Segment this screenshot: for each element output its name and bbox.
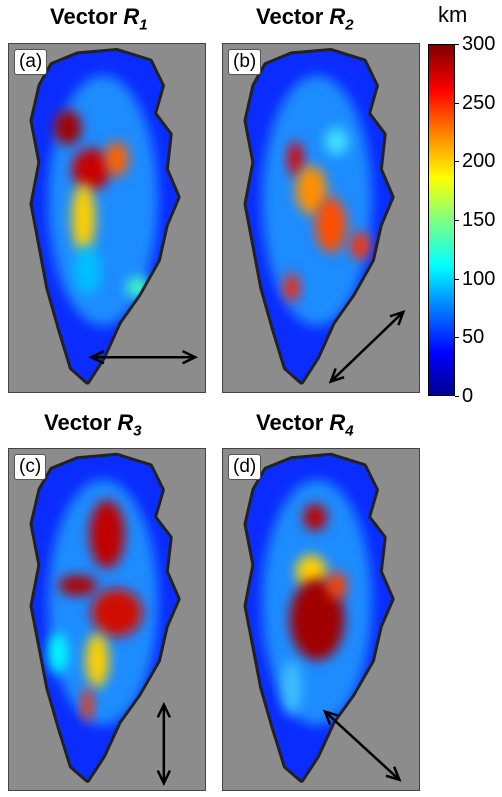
- panel-d-title-sub: 4: [345, 422, 354, 440]
- heat-field: [48, 75, 158, 326]
- panel-a-title-prefix: Vector: [50, 4, 124, 29]
- panel-a-title-sub: 1: [139, 16, 148, 34]
- colorbar-unit: km: [438, 2, 468, 27]
- direction-arrow: [156, 701, 172, 787]
- heat-field: [262, 479, 372, 726]
- colorbar-tick-label: 50: [462, 326, 485, 349]
- heat-blob: [48, 633, 68, 675]
- panel-a-title: Vector R1: [50, 4, 148, 33]
- map-panel-d: (d): [222, 448, 420, 791]
- panel-d-title-var: R: [329, 410, 346, 435]
- arrow-shaft: [329, 311, 405, 383]
- heat-blob: [350, 231, 370, 260]
- panel-c-title-prefix: Vector: [44, 410, 118, 435]
- panel-b-title-prefix: Vector: [256, 4, 330, 29]
- heat-blob: [303, 503, 327, 531]
- heat-blob: [54, 110, 82, 145]
- heat-blob: [105, 141, 129, 177]
- heat-field: [48, 479, 158, 726]
- arrow-head: [328, 368, 345, 384]
- panel-a-title-var: R: [123, 4, 140, 29]
- panel-c-title-sub: 3: [133, 422, 142, 440]
- panel-c-title: Vector R3: [44, 410, 142, 439]
- heat-blob: [281, 660, 302, 715]
- direction-arrow: [88, 349, 199, 365]
- heat-blob: [71, 183, 96, 253]
- heat-blob: [73, 245, 102, 295]
- arrow-head: [385, 766, 402, 782]
- panel-c-label: (c): [14, 454, 47, 480]
- heat-blob: [324, 127, 349, 156]
- colorbar-tick-label: 200: [462, 150, 496, 173]
- panel-b-title: Vector R2: [256, 4, 354, 33]
- arrow-head: [182, 349, 199, 365]
- heat-blob: [283, 273, 300, 302]
- heat-blob: [71, 148, 111, 191]
- arrow-shaft: [324, 710, 401, 781]
- arrow-head: [88, 349, 105, 365]
- colorbar-tickmark: [455, 278, 459, 280]
- colorbar-tickmark: [455, 102, 459, 104]
- panel-d-label: (d): [228, 454, 262, 480]
- heat-blob: [326, 571, 347, 600]
- colorbar: [428, 44, 455, 396]
- arrow-head: [156, 770, 172, 787]
- heat-blob: [295, 165, 327, 215]
- arrow-head: [322, 709, 339, 726]
- colorbar-tickmark: [455, 396, 459, 397]
- panel-c-title-var: R: [117, 410, 134, 435]
- colorbar-tickmark: [455, 161, 459, 163]
- map-panel-b: (b): [222, 43, 420, 393]
- heat-blob: [287, 141, 304, 177]
- map-panel-a-svg: [29, 48, 199, 385]
- panel-b-label: (b): [228, 49, 262, 75]
- heat-blob: [85, 633, 109, 688]
- arrow-head: [156, 701, 172, 718]
- direction-arrow: [322, 709, 402, 782]
- heat-field: [262, 75, 372, 326]
- map-panel-b-svg: [243, 48, 406, 385]
- map-panel-d-svg: [243, 452, 402, 783]
- colorbar-tickmark: [455, 337, 459, 339]
- colorbar-tick-label: 250: [462, 91, 496, 114]
- panel-d-title: Vector R4: [256, 410, 354, 439]
- heat-blob: [81, 687, 94, 722]
- panel-b-title-var: R: [329, 4, 346, 29]
- colorbar-tickmark: [455, 220, 459, 221]
- panel-a-label: (a): [14, 49, 48, 75]
- map-panel-a: (a): [8, 43, 206, 393]
- panel-b-title-sub: 2: [345, 16, 354, 34]
- colorbar-tick-label: 150: [462, 209, 496, 231]
- heat-blob: [89, 500, 125, 569]
- arrow-head: [389, 309, 406, 326]
- heat-blob: [315, 197, 347, 253]
- colorbar-tick-label: 300: [462, 33, 496, 55]
- panel-d-title-prefix: Vector: [256, 410, 330, 435]
- colorbar-tick-label: 0: [462, 385, 474, 407]
- colorbar-tickmark: [455, 44, 459, 45]
- colorbar-tick-label: 100: [462, 267, 496, 290]
- map-panel-c-svg: [29, 452, 181, 787]
- heat-blob: [91, 588, 143, 637]
- direction-arrow: [328, 309, 406, 384]
- heat-blob: [58, 575, 98, 596]
- heat-blob: [289, 578, 345, 661]
- map-panel-c: (c): [8, 448, 206, 791]
